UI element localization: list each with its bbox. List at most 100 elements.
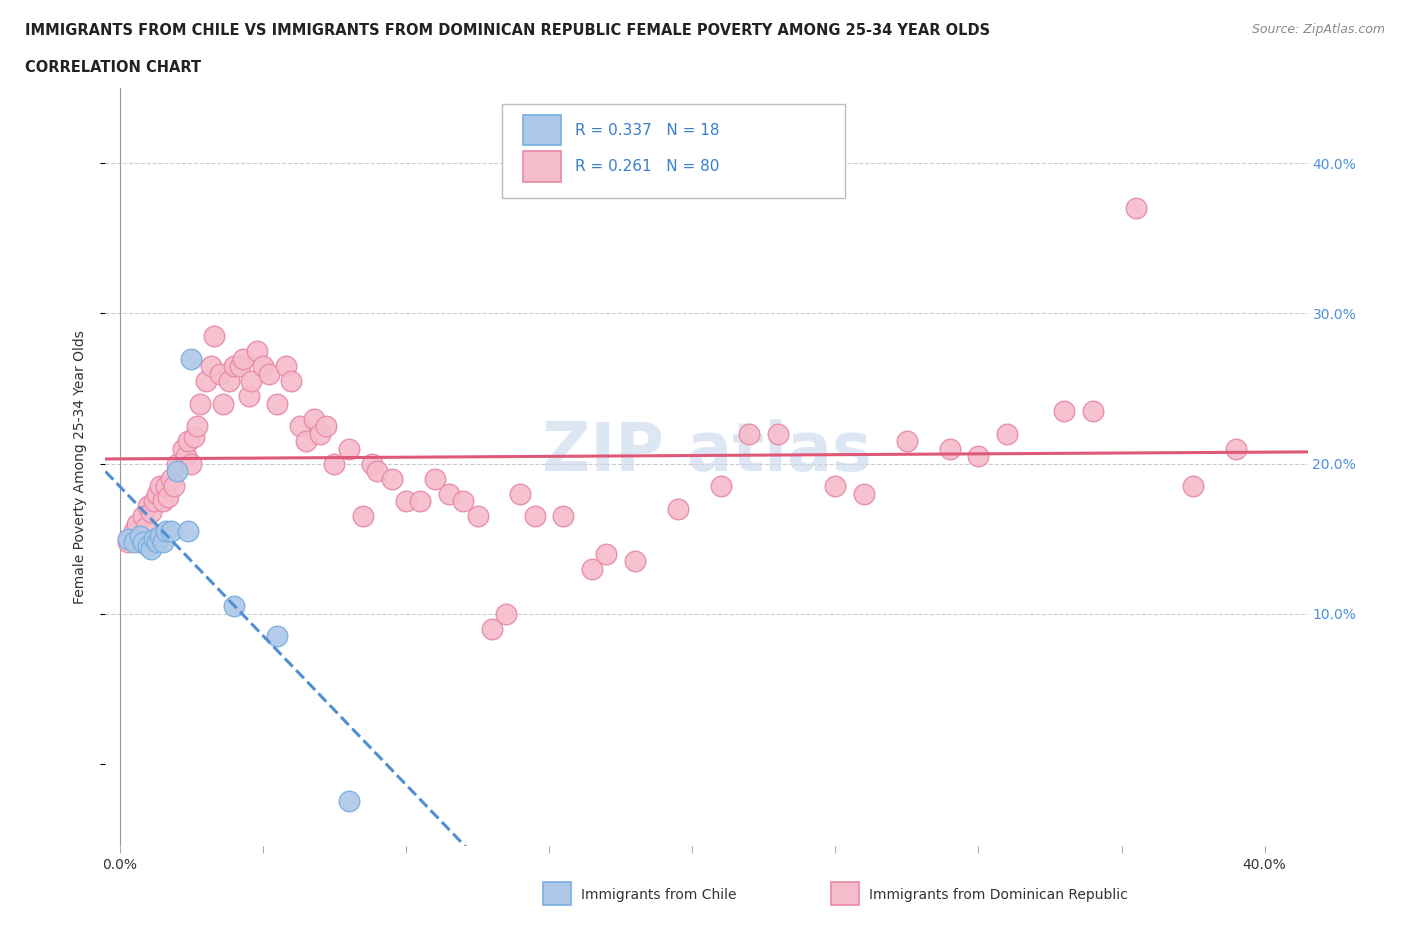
FancyBboxPatch shape (523, 152, 561, 181)
Text: ZIP atlas: ZIP atlas (541, 419, 872, 485)
Text: CORRELATION CHART: CORRELATION CHART (25, 60, 201, 75)
Point (304, 411, 326, 426)
Point (183, 429, 205, 444)
Point (141, 541, 163, 556)
Point (240, 374, 263, 389)
Point (122, 534, 145, 549)
Point (143, 494, 166, 509)
Point (177, 433, 200, 448)
Point (208, 366, 231, 381)
Text: Immigrants from Chile: Immigrants from Chile (581, 887, 737, 902)
Point (423, 472, 446, 486)
Point (172, 441, 194, 456)
Point (266, 396, 288, 411)
Point (194, 374, 217, 389)
Point (143, 531, 166, 546)
Point (381, 472, 404, 486)
Point (437, 486, 460, 501)
Point (451, 494, 474, 509)
Y-axis label: Female Poverty Among 25-34 Year Olds: Female Poverty Among 25-34 Year Olds (73, 330, 87, 604)
Point (257, 366, 280, 381)
Point (337, 441, 360, 456)
Point (229, 359, 252, 374)
Point (238, 389, 260, 404)
Point (131, 534, 153, 549)
Point (266, 629, 288, 644)
Point (824, 479, 846, 494)
Point (200, 359, 222, 374)
Point (155, 479, 177, 494)
Point (138, 538, 160, 553)
Point (995, 426, 1018, 441)
Point (252, 359, 274, 374)
Point (738, 426, 761, 441)
Point (166, 464, 188, 479)
FancyBboxPatch shape (502, 103, 845, 198)
Point (149, 528, 172, 543)
Point (166, 456, 188, 471)
Point (1125, 201, 1147, 216)
Point (509, 486, 531, 501)
Point (323, 456, 346, 471)
Point (409, 494, 432, 509)
Point (186, 418, 208, 433)
Point (138, 498, 160, 513)
FancyBboxPatch shape (523, 115, 561, 145)
Point (117, 534, 139, 549)
Point (224, 599, 246, 614)
Point (395, 494, 418, 509)
Point (1182, 479, 1205, 494)
Point (666, 501, 689, 516)
Text: R = 0.337   N = 18: R = 0.337 N = 18 (575, 123, 720, 138)
Point (211, 396, 233, 411)
Point (1225, 441, 1247, 456)
Point (128, 534, 150, 549)
Point (146, 534, 169, 549)
Point (360, 456, 382, 471)
Point (481, 621, 503, 636)
Point (232, 351, 254, 365)
Point (309, 426, 332, 441)
Point (280, 374, 302, 389)
Point (352, 509, 374, 524)
Point (315, 418, 337, 433)
Point (295, 433, 318, 448)
Point (177, 524, 200, 538)
Point (1081, 404, 1104, 418)
Point (246, 343, 269, 358)
Point (202, 328, 225, 343)
Point (128, 528, 150, 543)
Point (152, 534, 174, 549)
Point (224, 359, 246, 374)
Point (337, 794, 360, 809)
Point (553, 509, 575, 524)
Point (852, 486, 875, 501)
Point (160, 472, 183, 486)
Point (624, 553, 647, 568)
Point (131, 509, 153, 524)
Point (581, 561, 603, 576)
Text: Immigrants from Dominican Republic: Immigrants from Dominican Republic (869, 887, 1128, 902)
Point (180, 456, 202, 471)
Text: R = 0.261   N = 80: R = 0.261 N = 80 (575, 159, 720, 174)
Point (967, 448, 990, 463)
Point (274, 359, 297, 374)
Point (710, 479, 733, 494)
Point (180, 351, 202, 365)
Point (595, 546, 617, 561)
Point (939, 441, 962, 456)
Point (174, 448, 197, 463)
Point (160, 524, 183, 538)
Point (1053, 404, 1076, 418)
Point (218, 374, 240, 389)
Point (117, 531, 139, 546)
Point (146, 486, 169, 501)
Point (135, 519, 157, 534)
Point (288, 418, 311, 433)
Point (766, 426, 789, 441)
Point (122, 524, 145, 538)
Point (149, 479, 172, 494)
Point (467, 509, 489, 524)
Point (157, 489, 180, 504)
Point (152, 494, 174, 509)
